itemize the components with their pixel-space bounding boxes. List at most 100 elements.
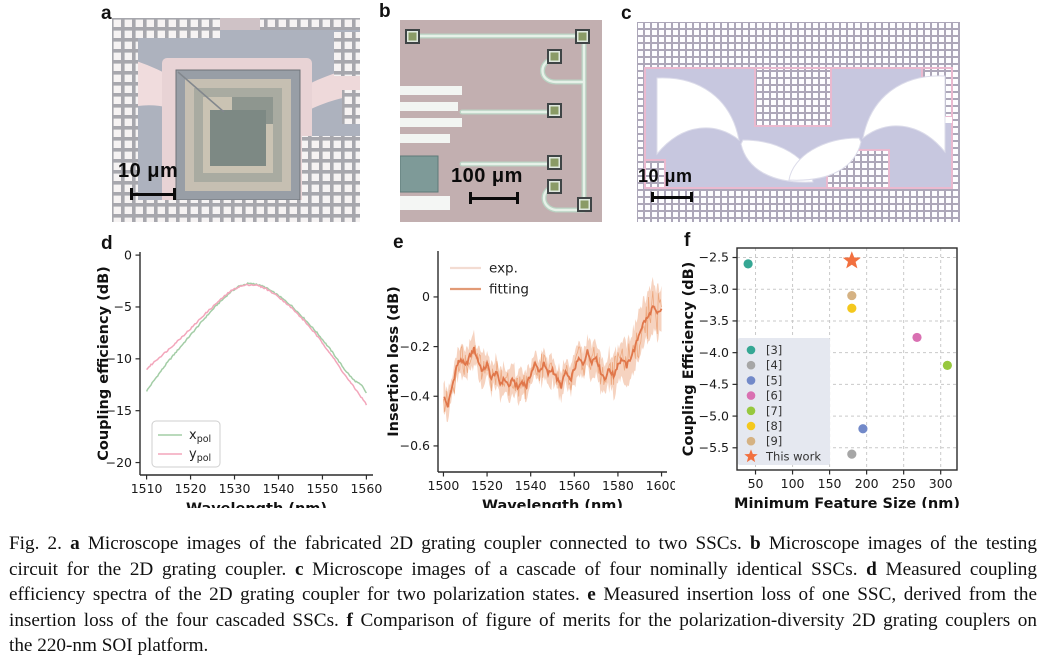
svg-text:100: 100 — [781, 476, 805, 491]
caption-text: Fig. 2. — [9, 533, 71, 554]
svg-text:xpol: xpol — [189, 428, 211, 445]
series-exp-band — [443, 276, 662, 423]
svg-text:fitting: fitting — [489, 282, 529, 298]
tick-marks — [732, 256, 942, 475]
panel-c-label: c — [621, 3, 632, 24]
svg-text:exp.: exp. — [489, 261, 518, 277]
svg-text:−5.5: −5.5 — [699, 440, 729, 455]
chart-comparison-scatter: 50 100 150 200 250 300 −2.5 −3.0 −3.5 −4.0 −4.5 −5.… — [681, 247, 960, 508]
ssc-tapers — [656, 75, 946, 183]
caption-text: Measured coupling — [876, 558, 1037, 580]
coupler-diagonal — [177, 71, 225, 113]
svg-text:250: 250 — [892, 476, 916, 491]
svg-text:[4]: [4] — [766, 358, 782, 372]
caption-text: circuit for the 2D grating coupler. — [9, 558, 295, 580]
svg-text:−20: −20 — [106, 455, 132, 470]
tick-labels: 1510 1520 1530 1540 1550 1560 0 −5 −10 −15 −20 — [106, 247, 383, 496]
svg-text:[6]: [6] — [766, 389, 782, 403]
svg-text:−0.6: −0.6 — [400, 438, 430, 453]
caption-text: efficiency spectra of the 2D grating cou… — [9, 584, 588, 606]
caption-line: the 220-nm SOI platform. — [9, 633, 1037, 659]
caption-text: d — [866, 558, 877, 580]
caption-text: f — [346, 609, 353, 631]
y-axis-label: Coupling Efficiency (dB) — [681, 262, 697, 457]
caption-line: circuit for the 2D grating coupler. c Mi… — [9, 557, 1037, 583]
svg-text:1510: 1510 — [131, 481, 163, 496]
svg-text:−0.4: −0.4 — [400, 388, 430, 403]
panel-e-label: e — [393, 232, 404, 253]
svg-text:[5]: [5] — [766, 373, 782, 387]
y-axis-label: Coupling efficiency (dB) — [96, 266, 112, 461]
svg-text:−4.0: −4.0 — [699, 345, 729, 360]
caption-text: Comparison of figure of merits for the p… — [352, 609, 1038, 631]
svg-text:1600: 1600 — [646, 478, 675, 493]
caption-text: Microscope images of the fabricated 2D g… — [79, 533, 751, 554]
svg-text:[7]: [7] — [766, 404, 782, 418]
dummy-fill-grid — [112, 18, 360, 222]
axes-spines — [437, 251, 667, 473]
point-ref7ref — [942, 360, 952, 370]
x-axis-label: Minimum Feature Size (nm) — [734, 496, 960, 508]
metal-stripes — [400, 86, 462, 143]
panel-d-label: d — [101, 233, 113, 254]
svg-text:300: 300 — [929, 476, 953, 491]
svg-text:1580: 1580 — [602, 478, 634, 493]
scale-bar-a — [130, 188, 176, 200]
point-ref5ref — [858, 424, 868, 434]
caption-line: insertion loss of the four cascaded SSCs… — [9, 608, 1037, 634]
svg-text:−2.5: −2.5 — [699, 250, 729, 265]
svg-text:1520: 1520 — [175, 481, 207, 496]
legend: exp. fitting — [450, 261, 529, 298]
point-ref4ref — [847, 449, 857, 459]
svg-text:[9]: [9] — [766, 434, 782, 448]
series-x_pol-line — [145, 282, 368, 394]
caption-text: b — [750, 533, 761, 554]
tick-marks — [135, 254, 368, 480]
svg-text:1550: 1550 — [307, 481, 339, 496]
tick-marks — [433, 296, 663, 477]
caption-text: insertion loss of the four cascaded SSCs… — [9, 609, 347, 631]
caption-text: Microscope images of the testing — [760, 533, 1037, 554]
series-fitting-line — [443, 305, 663, 408]
svg-text:−5.0: −5.0 — [699, 408, 729, 423]
scale-bar-c — [651, 192, 693, 202]
axes-spines — [736, 247, 958, 471]
x-axis-label: Wavelength (nm) — [482, 498, 623, 508]
point-this-work — [842, 251, 861, 269]
caption-line: efficiency spectra of the 2D grating cou… — [9, 582, 1037, 608]
svg-text:1530: 1530 — [219, 481, 251, 496]
point-ref8ref — [847, 303, 857, 313]
svg-text:1560: 1560 — [558, 478, 590, 493]
svg-text:ypol: ypol — [189, 447, 211, 464]
svg-text:0: 0 — [124, 247, 132, 262]
scale-bar-b — [469, 192, 519, 204]
grating-couplers — [405, 29, 592, 212]
svg-text:200: 200 — [855, 476, 879, 491]
caption-text: Microscope images of a cascade of four n… — [303, 558, 867, 580]
svg-text:1520: 1520 — [471, 478, 503, 493]
figure-caption: Fig. 2. a Microscope images of the fabri… — [9, 531, 1037, 659]
scale-bar-label-c: 10 μm — [638, 166, 693, 186]
svg-text:−4.5: −4.5 — [699, 377, 729, 392]
microscope-image-grating-coupler — [112, 18, 360, 222]
caption-text: c — [294, 558, 304, 580]
caption-text: the 220-nm SOI platform. — [9, 635, 209, 657]
svg-text:150: 150 — [818, 476, 842, 491]
caption-line: Fig. 2. a Microscope images of the fabri… — [9, 531, 1037, 557]
panel-f-label: f — [684, 230, 691, 251]
svg-text:−0.2: −0.2 — [400, 339, 430, 354]
chart-coupling-efficiency: 1510 1520 1530 1540 1550 1560 0 −5 −10 −15 −20 Wave… — [96, 247, 383, 508]
svg-text:1540: 1540 — [263, 481, 295, 496]
svg-text:[8]: [8] — [766, 419, 782, 433]
svg-text:1540: 1540 — [515, 478, 547, 493]
chart-insertion-loss: 1500 1520 1540 1560 1580 1600 0 −0.2 −0.4 −0.6 Wav… — [386, 251, 675, 508]
caption-text: Measured insertion loss of one SSC, deri… — [595, 584, 1037, 606]
axes-spines — [139, 252, 373, 476]
svg-text:1500: 1500 — [428, 478, 460, 493]
microscope-image-ssc-cascade — [637, 22, 960, 222]
scale-bar-label-b: 100 μm — [451, 165, 523, 187]
point-ref3ref — [743, 259, 753, 269]
svg-text:−3.5: −3.5 — [699, 313, 729, 328]
series-y_pol-line — [146, 283, 368, 406]
